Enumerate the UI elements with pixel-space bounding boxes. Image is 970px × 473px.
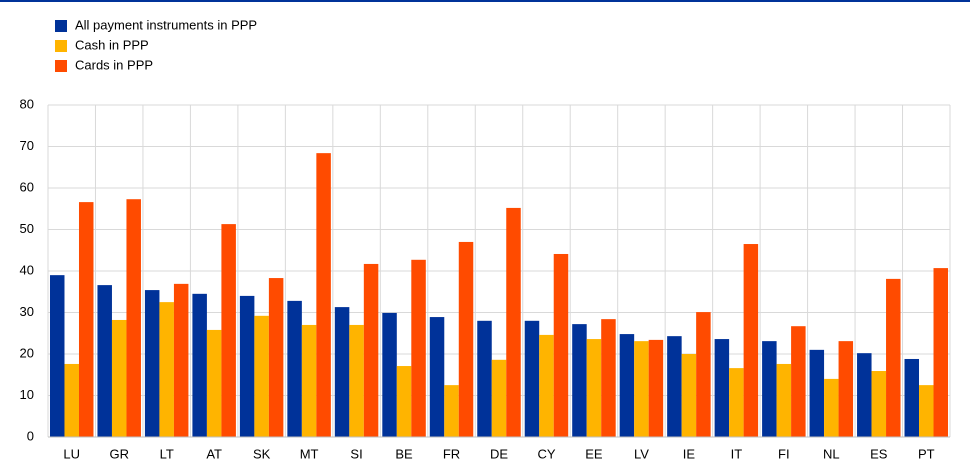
bar: [254, 315, 269, 437]
bar: [221, 224, 236, 437]
bar: [239, 295, 255, 437]
bar: [349, 324, 364, 437]
x-tick-label: LT: [160, 446, 174, 461]
bar: [411, 259, 426, 437]
legend-label: Cards in PPP: [75, 57, 153, 72]
y-tick-label: 60: [20, 179, 34, 194]
bar: [382, 312, 397, 437]
bar: [904, 358, 920, 437]
bar: [49, 275, 65, 437]
bar: [126, 199, 141, 437]
bar: [601, 319, 616, 437]
x-tick-label: MT: [300, 446, 319, 461]
bar: [809, 349, 825, 437]
x-tick-label: CY: [537, 446, 555, 461]
x-tick-label: LU: [63, 446, 80, 461]
bar: [491, 359, 507, 437]
bar: [173, 283, 189, 437]
bar: [667, 336, 682, 437]
bar: [64, 363, 79, 437]
y-tick-label: 0: [27, 428, 34, 443]
legend-swatch: [55, 40, 67, 52]
bar: [919, 385, 934, 437]
bar: [681, 354, 697, 437]
bar: [539, 334, 554, 437]
bar: [572, 324, 587, 437]
bar: [144, 290, 160, 437]
legend-swatch: [55, 20, 67, 32]
x-tick-label: GR: [109, 446, 129, 461]
legend-label: Cash in PPP: [75, 37, 149, 52]
bar: [287, 300, 302, 437]
x-tick-label: FR: [443, 446, 460, 461]
x-tick-label: IE: [683, 446, 696, 461]
bar: [506, 207, 521, 437]
y-tick-label: 80: [20, 96, 34, 111]
bar: [634, 341, 649, 437]
y-tick-label: 30: [20, 304, 34, 319]
x-tick-label: EE: [585, 446, 603, 461]
y-tick-label: 40: [20, 262, 34, 277]
bar: [524, 320, 540, 437]
y-tick-label: 70: [20, 138, 34, 153]
bar: [192, 293, 207, 437]
bar: [111, 319, 127, 437]
bar: [871, 371, 887, 437]
bar: [458, 241, 474, 437]
bar: [857, 353, 872, 437]
bar: [268, 278, 284, 437]
bar: [743, 244, 759, 437]
x-tick-label: DE: [490, 446, 508, 461]
legend-swatch: [55, 60, 67, 72]
x-tick-label: PT: [918, 446, 935, 461]
bar: [477, 320, 492, 437]
x-tick-label: ES: [870, 446, 888, 461]
bar: [316, 153, 331, 437]
legend-label: All payment instruments in PPP: [75, 17, 257, 32]
bar: [714, 339, 730, 437]
y-tick-label: 50: [20, 221, 34, 236]
bar: [334, 307, 350, 437]
x-tick-label: AT: [206, 446, 222, 461]
bar: [648, 339, 664, 437]
bar: [444, 385, 459, 437]
bar: [363, 263, 379, 437]
y-tick-label: 20: [20, 345, 34, 360]
bar: [696, 312, 711, 437]
bar: [301, 324, 317, 437]
bar: [838, 341, 854, 437]
x-tick-label: SK: [253, 446, 271, 461]
x-tick-label: IT: [731, 446, 743, 461]
bar: [586, 339, 602, 437]
x-tick-label: NL: [823, 446, 840, 461]
y-tick-label: 10: [20, 387, 34, 402]
bar: [396, 366, 412, 437]
bar: [762, 341, 777, 437]
bar: [619, 334, 635, 437]
bar: [824, 378, 839, 437]
bar: [729, 368, 744, 437]
bar: [429, 317, 445, 437]
bar: [776, 363, 792, 437]
bar: [886, 278, 901, 437]
bar: [78, 202, 94, 437]
x-tick-label: FI: [778, 446, 790, 461]
x-tick-label: BE: [395, 446, 413, 461]
bar: [553, 253, 569, 437]
bar: [791, 326, 806, 437]
bar: [206, 329, 222, 437]
top-rule: [0, 0, 970, 2]
x-tick-label: SI: [350, 446, 362, 461]
bar: [933, 268, 949, 437]
x-tick-label: LV: [634, 446, 649, 461]
bar: [97, 285, 112, 437]
bar: [159, 302, 174, 437]
